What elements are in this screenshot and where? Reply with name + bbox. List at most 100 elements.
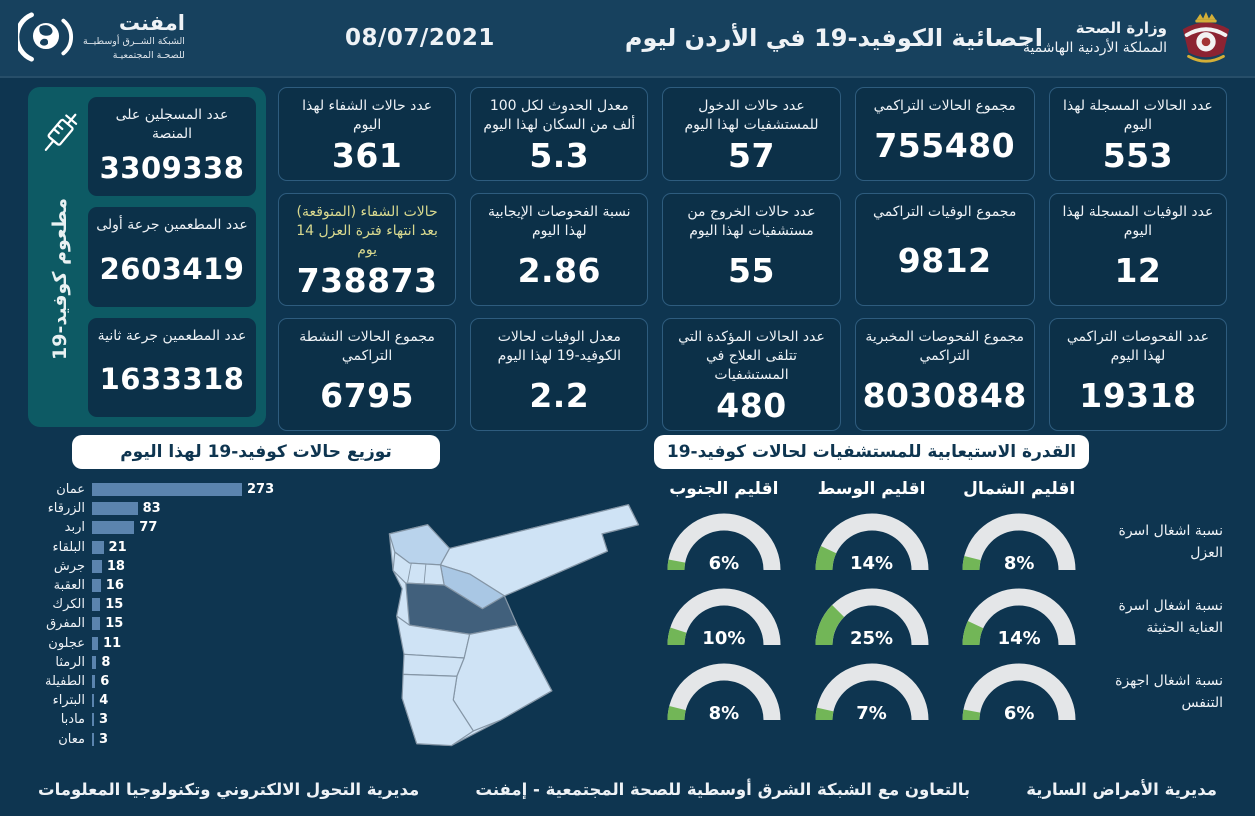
stat-card: عدد الوفيات المسجلة لهذا اليوم 12 (1048, 192, 1227, 306)
cases-bar-chart-rows: عمان 273 الزرقاء 83 اربد 77 البلقاء 21 جرش 18 العق… (26, 480, 362, 749)
emphnet-logo: امفنت الشبكة الشــرق أوسطيــة للصحـة الم… (18, 10, 185, 64)
stat-card: مجموع الحالات النشطة التراكمي 6795 (278, 317, 457, 431)
bar-category-label: المفرق (46, 616, 85, 632)
stat-card-label: عدد الحالات المؤكدة التي تتلقى العلاج في… (678, 328, 825, 384)
bar-value-label: 8 (101, 654, 111, 670)
stat-card-value: 5.3 (529, 135, 590, 175)
bar-row: مادبا 3 (26, 710, 362, 729)
syringe-icon (44, 113, 78, 151)
bar-category-label: العقبة (53, 578, 85, 594)
capacity-row-label: نسبة اشغال اجهزة التنفس (1115, 673, 1223, 711)
statistics-section: عدد الحالات المسجلة لهذا اليوم 553 مجموع ا… (28, 87, 1227, 431)
stat-card-value: 361 (331, 135, 403, 175)
vaccination-card-second-dose: عدد المطعمين جرعة ثانية 1633318 (88, 317, 256, 417)
bar-category-label: عجلون (48, 635, 85, 651)
map-region-aqaba (401, 673, 474, 747)
footer: مديرية التحول الالكتروني وتكنولوجيا المع… (0, 780, 1255, 799)
bar (92, 732, 94, 746)
header: امفنت الشبكة الشــرق أوسطيــة للصحـة الم… (0, 0, 1255, 78)
region-column-header: اقليم الجنوب (669, 479, 779, 499)
bar (92, 579, 101, 593)
ministry-block: وزارة الصحة المملكة الأردنية الهاشمية (1023, 8, 1237, 66)
region-column-header: اقليم الوسط (817, 479, 926, 499)
bar-row: اربد 77 (26, 518, 362, 537)
bar-row: العقبة 16 (26, 576, 362, 595)
stat-card-value: 480 (716, 385, 787, 425)
vaccination-card-first-dose: عدد المطعمين جرعة أولى 2603419 (88, 207, 256, 307)
stat-card-value: 9812 (897, 241, 992, 281)
stat-card: عدد الفحوصات التراكمي لهذا اليوم 19318 (1048, 317, 1227, 431)
vaccination-side-label: مطعوم كوفيد-19 (49, 198, 71, 361)
stat-card-label: مجموع الحالات النشطة التراكمي (299, 328, 435, 364)
gauge-cell: 8% (654, 662, 794, 724)
bar-row: الرمثا 8 (26, 653, 362, 672)
bar (92, 559, 102, 573)
stat-card-value: 8030848 (862, 375, 1027, 415)
bar-category-label: معان (58, 731, 85, 747)
gauge-percentage: 10% (702, 628, 746, 649)
gauge-percentage: 6% (1003, 703, 1035, 724)
bar-row: البتراء 4 (26, 691, 362, 710)
footer-left: مديرية التحول الالكتروني وتكنولوجيا المع… (38, 780, 420, 799)
stat-card-value: 55 (728, 250, 775, 290)
gauge-percentage: 8% (1003, 553, 1035, 574)
capacity-gauge: 8% (960, 512, 1078, 574)
stat-card: مجموع الحالات التراكمي 755480 (854, 87, 1035, 181)
bar (92, 655, 97, 669)
stat-card: حالات الشفاء (المتوقعة) بعد انتهاء فترة … (278, 192, 457, 306)
footer-center: بالتعاون مع الشبكة الشرق أوسطية للصحة ال… (475, 780, 971, 799)
bar-category-label: البتراء (52, 693, 85, 709)
stat-card-label: حالات الشفاء (المتوقعة) بعد انتهاء فترة … (296, 203, 438, 259)
map-region-maan (452, 624, 553, 732)
capacity-gauge: 6% (665, 512, 783, 574)
bar-value-label: 18 (106, 558, 125, 574)
stat-cards-grid: عدد الحالات المسجلة لهذا اليوم 553 مجموع ا… (278, 87, 1227, 431)
bar-row: الكرك 15 (26, 595, 362, 614)
bar-category-label: الطفيلة (44, 673, 85, 689)
bar-value-label: 15 (105, 597, 124, 613)
stat-card: عدد حالات الدخول للمستشفيات لهذا اليوم 57 (662, 87, 841, 181)
stat-card-value: 19318 (1079, 375, 1197, 415)
stat-card: عدد الحالات المسجلة لهذا اليوم 553 (1048, 87, 1227, 181)
gauge-cell: 14% (949, 587, 1089, 649)
bar-row: عجلون 11 (26, 634, 362, 653)
bar (92, 617, 101, 631)
ministry-kingdom: المملكة الأردنية الهاشمية (1022, 39, 1167, 56)
stat-card-label: مجموع الحالات التراكمي (873, 98, 1016, 114)
bar (92, 694, 95, 708)
gauge-cell: 14% (802, 512, 942, 574)
stat-card-value: 2.2 (529, 375, 590, 415)
gauge-cell: 7% (802, 662, 942, 724)
chart-title-badge: توزيع حالات كوفيد-19 لهذا اليوم (72, 435, 440, 469)
stat-card-label: معدل الوفيات لحالات الكوفيد-19 لهذا اليو… (497, 328, 621, 364)
stat-card: عدد حالات الخروج من مستشفيات لهذا اليوم 5… (662, 192, 841, 306)
stat-card-label: نسبة الفحوصات الإيجابية لهذا اليوم (488, 203, 631, 239)
capacity-gauge: 6% (960, 662, 1078, 724)
bar-value-label: 3 (99, 731, 109, 747)
bar-category-label: البلقاء (52, 539, 85, 555)
stat-card-label: عدد حالات الدخول للمستشفيات لهذا اليوم (684, 98, 819, 134)
stat-card: عدد حالات الشفاء لهذا اليوم 361 (278, 87, 457, 181)
bar-category-label: مادبا (60, 712, 85, 728)
stat-card: مجموع الفحوصات المخبرية التراكمي 8030848 (854, 317, 1035, 431)
stat-card-label: مجموع الوفيات التراكمي (873, 203, 1017, 220)
capacity-gauge: 14% (960, 587, 1078, 649)
vaccination-sidebar: عدد المسجلين على المنصة 3309338 عدد المط… (28, 87, 266, 427)
stat-card: عدد الحالات المؤكدة التي تتلقى العلاج في… (662, 317, 841, 431)
gauge-cell: 8% (949, 512, 1089, 574)
bottom-section: توزيع حالات كوفيد-19 لهذا اليوم عمان 273 ا… (26, 435, 1229, 771)
gauge-cell: 6% (654, 512, 794, 574)
stat-card-value: 6795 (320, 375, 415, 415)
bar-category-label: عمان (56, 482, 85, 498)
bar (92, 598, 101, 612)
bar-value-label: 273 (247, 482, 275, 498)
logo-subtitle-1: الشبكة الشــرق أوسطيــة (83, 35, 185, 47)
stat-card-value: 553 (1102, 135, 1174, 175)
hospital-capacity-grid: اقليم الشمال اقليم الوسط اقليم الجنوب نسبة … (654, 479, 1223, 724)
bar-value-label: 3 (99, 712, 109, 728)
report-date: 08/07/2021 (345, 25, 495, 51)
stat-card-value: 57 (728, 135, 775, 175)
bar-value-label: 11 (103, 635, 122, 651)
cases-distribution-chart: توزيع حالات كوفيد-19 لهذا اليوم عمان 273 ا… (26, 435, 440, 771)
stat-card-value: 738873 (296, 260, 438, 300)
